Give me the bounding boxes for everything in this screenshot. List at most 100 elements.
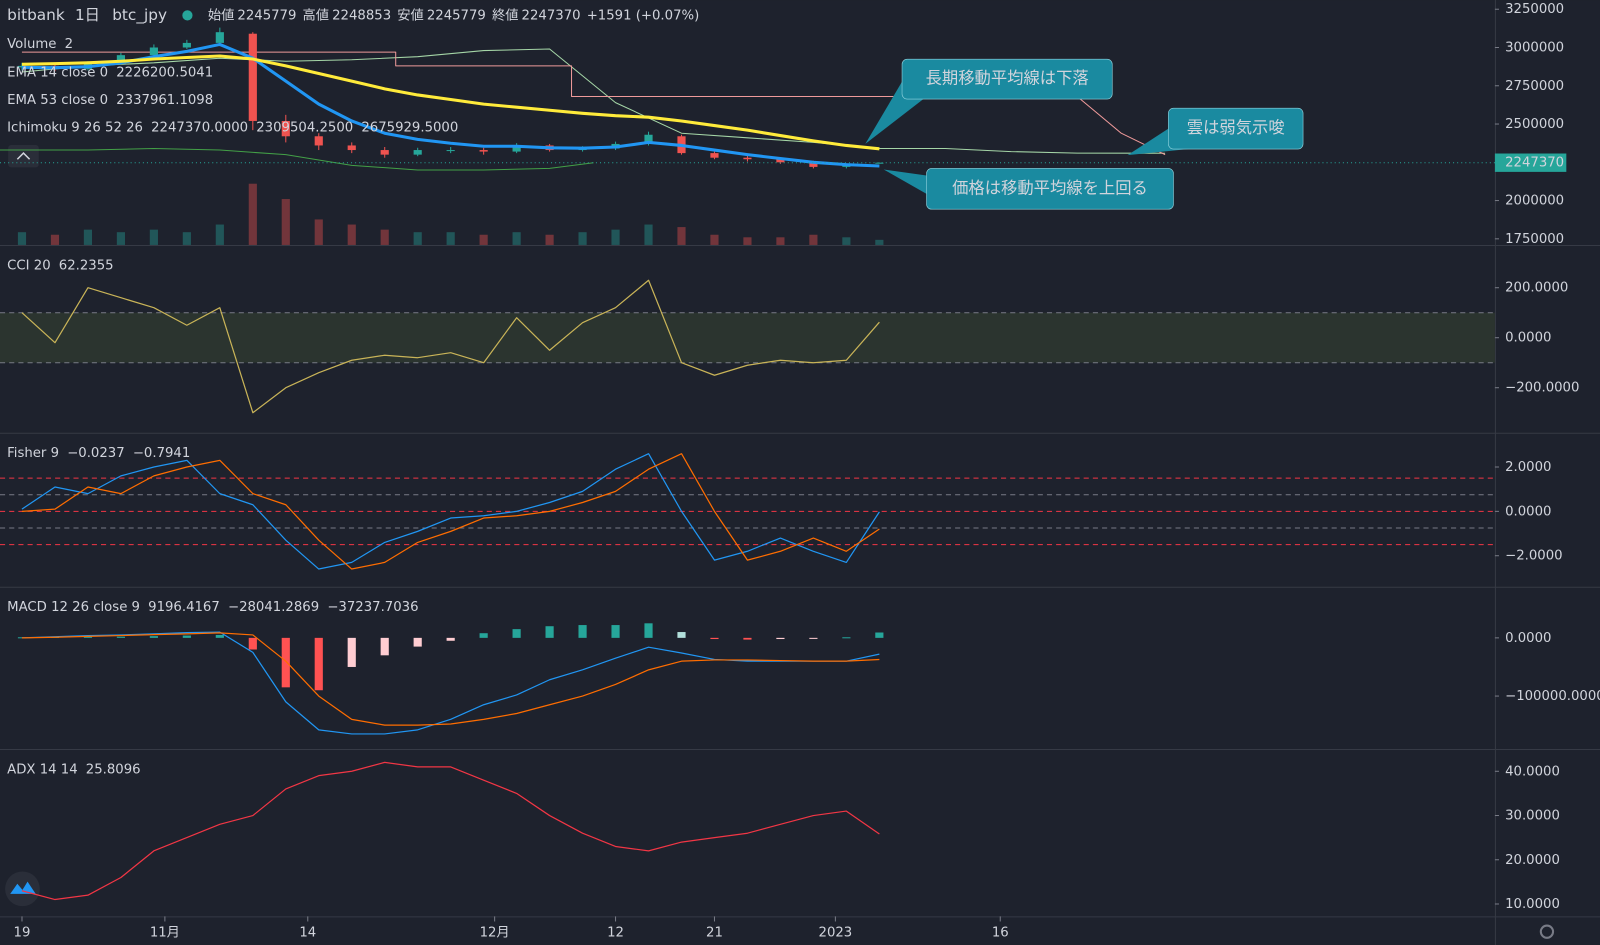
legend-reading: 2337961.1098 — [116, 93, 213, 108]
logo-icon[interactable] — [10, 881, 36, 894]
histogram-bar — [347, 637, 356, 667]
header-low-label: 安値 — [397, 7, 424, 23]
volume-bar — [611, 229, 620, 245]
indicator-line — [21, 761, 880, 901]
indicator-line — [21, 632, 880, 726]
y-tick-label: 0.0000 — [1505, 504, 1551, 519]
ichimoku-line — [0, 148, 594, 171]
volume-bar — [776, 237, 785, 245]
volume-bar — [710, 234, 719, 245]
indicator-line — [21, 631, 880, 735]
volume-bar — [677, 227, 686, 245]
candle-body — [743, 157, 752, 160]
histogram-bar — [512, 629, 521, 638]
y-tick-label: 2000000 — [1505, 194, 1564, 209]
legend-name: Fisher 9 — [7, 446, 59, 461]
header-high: 2248853 — [332, 8, 391, 23]
x-tick-label: 12 — [607, 926, 624, 941]
y-tick-label: 2500000 — [1505, 117, 1564, 132]
candle-body — [314, 136, 323, 146]
header-change: +1591 (+0.07%) — [587, 8, 700, 23]
y-tick-label: 3000000 — [1505, 41, 1564, 56]
legend-reading: 2247370.0000 — [151, 121, 248, 136]
callout-text: 雲は弱気示唆 — [1187, 118, 1285, 137]
volume-bar — [644, 224, 653, 245]
volume-bar — [512, 232, 521, 245]
collapse-icon[interactable] — [16, 152, 31, 160]
candle-body — [809, 162, 818, 167]
histogram-bar — [578, 625, 587, 638]
histogram-bar — [776, 637, 785, 640]
callout-box — [901, 58, 1113, 100]
histogram-bar — [248, 637, 257, 650]
candle-body — [116, 55, 125, 63]
histogram-bar — [644, 623, 653, 638]
histogram-bar — [314, 637, 323, 691]
candle-body — [644, 134, 653, 144]
legend-name: EMA 53 close 0 — [7, 93, 108, 108]
candle-body — [710, 153, 719, 158]
histogram-bar — [215, 634, 224, 638]
header-open-label: 始値 — [208, 7, 235, 23]
y-tick-label: 0.0000 — [1505, 331, 1551, 346]
y-tick-label: 2750000 — [1505, 79, 1564, 94]
legend-name: MACD 12 26 close 9 — [7, 600, 140, 615]
x-tick-label: 16 — [992, 926, 1009, 941]
last-price-label: 2247370 — [1505, 156, 1564, 171]
volume-bar — [743, 237, 752, 245]
logo[interactable] — [5, 871, 40, 907]
y-tick-label: 40.0000 — [1505, 764, 1560, 779]
volume-bar — [215, 224, 224, 245]
volume-bar — [875, 239, 884, 245]
callout-box — [1168, 107, 1304, 150]
header-low: 2245779 — [427, 8, 486, 23]
y-tick-label: 0.0000 — [1505, 631, 1551, 646]
collapse-button-bg[interactable] — [8, 144, 39, 168]
histogram-bar — [743, 637, 752, 640]
candle-body — [149, 47, 158, 56]
candle-body — [380, 150, 389, 155]
x-tick-label: 21 — [706, 926, 723, 941]
legend-name: ADX 14 14 — [7, 762, 78, 777]
y-tick-label: −200.0000 — [1505, 381, 1579, 396]
y-tick-label: 200.0000 — [1505, 281, 1568, 296]
histogram-bar — [116, 636, 125, 638]
x-tick-label: 2023 — [819, 926, 853, 941]
histogram-bar — [842, 637, 851, 639]
legend-reading: 2309504.2500 — [256, 121, 353, 136]
y-tick-label: 1750000 — [1505, 232, 1564, 247]
histogram-bar — [809, 637, 818, 639]
settings-icon[interactable] — [1539, 924, 1555, 939]
indicator-line — [21, 279, 880, 414]
volume-bar — [347, 224, 356, 245]
header-close: 2247370 — [522, 8, 581, 23]
y-tick-label: 2.0000 — [1505, 460, 1551, 475]
legend-reading: 2226200.5041 — [116, 66, 213, 81]
settings-button[interactable] — [1539, 924, 1555, 939]
y-tick-label: 20.0000 — [1505, 853, 1560, 868]
collapse-button[interactable] — [8, 144, 39, 168]
legend-reading: 2675929.5000 — [361, 121, 458, 136]
histogram-bar — [413, 637, 422, 647]
histogram-bar — [149, 636, 158, 638]
histogram-bar — [875, 632, 884, 638]
candle-body — [347, 145, 356, 151]
volume-bar — [413, 232, 422, 245]
candle-body — [446, 150, 455, 152]
histogram-bar — [281, 637, 290, 688]
legend-reading: −28041.2869 — [228, 600, 319, 615]
volume-bar — [314, 219, 323, 245]
legend-reading: 9196.4167 — [148, 600, 220, 615]
ichimoku-line — [21, 48, 1166, 154]
y-tick-label: −100000.0000 — [1505, 689, 1600, 704]
histogram-bar — [611, 625, 620, 638]
x-tick-label: 19 — [14, 926, 31, 941]
ema-line — [21, 54, 880, 151]
histogram-bar — [710, 637, 719, 640]
logo-bg[interactable] — [5, 871, 40, 907]
volume-bar — [446, 232, 455, 245]
y-tick-label: 30.0000 — [1505, 809, 1560, 824]
